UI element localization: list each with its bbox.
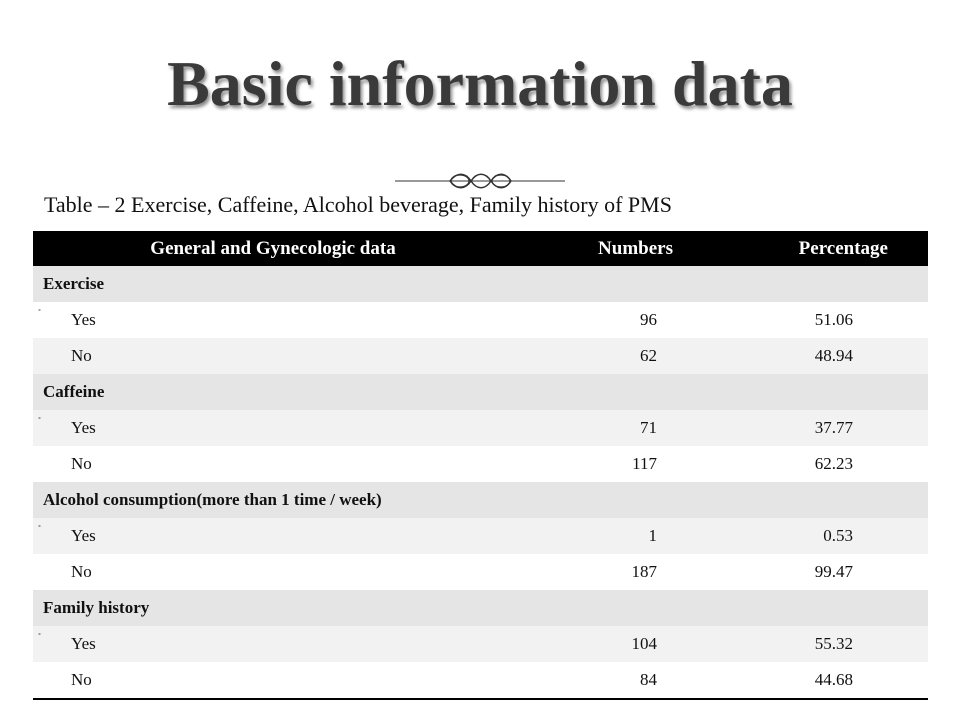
- row-percentage: 99.47: [693, 554, 928, 590]
- row-percentage: 55.32: [693, 626, 928, 662]
- row-number: 84: [513, 662, 693, 700]
- bullet-icon: ˚: [38, 632, 41, 642]
- data-table: General and Gynecologic data Numbers Per…: [33, 231, 928, 700]
- table-row: ˚ Yes 96 51.06: [33, 302, 928, 338]
- row-percentage: 0.53: [693, 518, 928, 554]
- row-number: 104: [513, 626, 693, 662]
- row-label: No: [71, 346, 92, 365]
- slide-title: Basic information data: [167, 48, 793, 119]
- row-number: 96: [513, 302, 693, 338]
- table-row: No 187 99.47: [33, 554, 928, 590]
- column-header-percentage: Percentage: [798, 237, 888, 259]
- group-label: Alcohol consumption(more than 1 time / w…: [33, 482, 928, 518]
- row-number: 62: [513, 338, 693, 374]
- row-number: 71: [513, 410, 693, 446]
- row-label: Yes: [71, 418, 96, 437]
- row-label: No: [71, 562, 92, 581]
- table-row: ˚ Yes 1 0.53: [33, 518, 928, 554]
- group-row-alcohol: Alcohol consumption(more than 1 time / w…: [33, 482, 928, 518]
- table-header-row: General and Gynecologic data Numbers Per…: [33, 231, 928, 266]
- group-label: Family history: [33, 590, 928, 626]
- table-row: ˚ Yes 104 55.32: [33, 626, 928, 662]
- row-label: Yes: [71, 634, 96, 653]
- bullet-icon: ˚: [38, 416, 41, 426]
- group-row-family-history: Family history: [33, 590, 928, 626]
- row-label: No: [71, 454, 92, 473]
- row-percentage: 48.94: [693, 338, 928, 374]
- group-label: Caffeine: [33, 374, 928, 410]
- row-percentage: 62.23: [693, 446, 928, 482]
- table-row: No 62 48.94: [33, 338, 928, 374]
- row-label: Yes: [71, 526, 96, 545]
- column-header-category: General and Gynecologic data: [150, 237, 396, 259]
- group-label: Exercise: [33, 266, 928, 302]
- row-label: Yes: [71, 310, 96, 329]
- row-number: 187: [513, 554, 693, 590]
- table-row: No 84 44.68: [33, 662, 928, 700]
- row-percentage: 44.68: [693, 662, 928, 700]
- row-percentage: 51.06: [693, 302, 928, 338]
- table-caption: Table – 2 Exercise, Caffeine, Alcohol be…: [44, 192, 672, 217]
- group-row-caffeine: Caffeine: [33, 374, 928, 410]
- group-row-exercise: Exercise: [33, 266, 928, 302]
- divider-ornament-icon: [395, 173, 565, 189]
- table-row: No 117 62.23: [33, 446, 928, 482]
- row-number: 1: [513, 518, 693, 554]
- row-label: No: [71, 670, 92, 689]
- bullet-icon: ˚: [38, 308, 41, 318]
- column-header-numbers: Numbers: [598, 237, 673, 259]
- bullet-icon: ˚: [38, 524, 41, 534]
- row-percentage: 37.77: [693, 410, 928, 446]
- row-number: 117: [513, 446, 693, 482]
- table-row: ˚ Yes 71 37.77: [33, 410, 928, 446]
